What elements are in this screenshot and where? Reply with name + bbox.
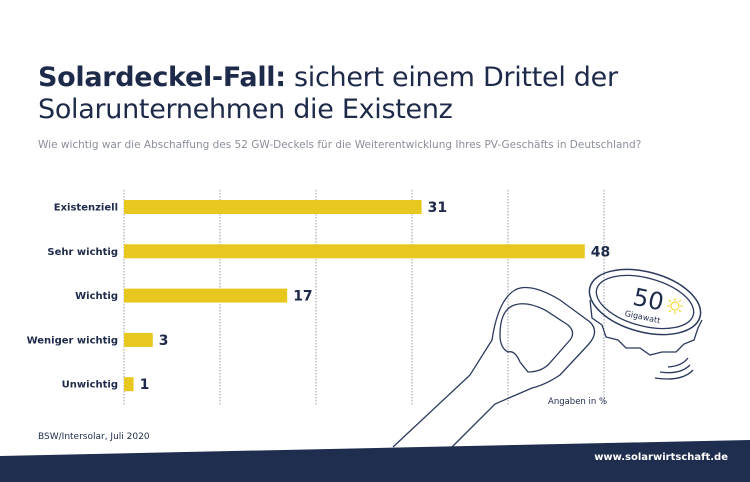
bar xyxy=(124,200,422,214)
value-label: 1 xyxy=(140,377,150,393)
chart-title: Solardeckel-Fall: sichert einem Drittel … xyxy=(38,62,750,126)
unit-note: Angaben in % xyxy=(548,397,608,407)
category-label: Unwichtig xyxy=(62,380,118,391)
footer-band xyxy=(0,440,750,482)
category-label: Sehr wichtig xyxy=(47,247,118,258)
cap-number: 50 xyxy=(631,283,667,317)
bottle-opener-icon xyxy=(392,286,596,448)
value-label: 17 xyxy=(293,289,312,305)
bar xyxy=(124,377,134,392)
website-link[interactable]: www.solarwirtschaft.de xyxy=(594,452,728,463)
title-bold: Solardeckel-Fall: xyxy=(38,62,286,93)
chart-subtitle: Wie wichtig war die Abschaffung des 52 G… xyxy=(38,139,642,151)
bar xyxy=(124,332,153,347)
category-label: Existenziell xyxy=(54,203,118,214)
bar xyxy=(124,244,585,259)
bar xyxy=(124,288,288,303)
value-label: 48 xyxy=(591,244,610,260)
category-label: Wichtig xyxy=(75,291,118,302)
bottle-cap-icon xyxy=(588,268,703,380)
bottle-opener-illustration xyxy=(392,268,703,448)
value-label: 31 xyxy=(428,200,447,216)
source-note: BSW/Intersolar, Juli 2020 xyxy=(38,432,150,442)
title-rest: sichert einem Drittel der Solarunternehm… xyxy=(38,62,618,125)
sun-icon xyxy=(667,298,683,314)
value-label: 3 xyxy=(159,333,169,349)
category-label: Weniger wichtig xyxy=(27,335,118,346)
